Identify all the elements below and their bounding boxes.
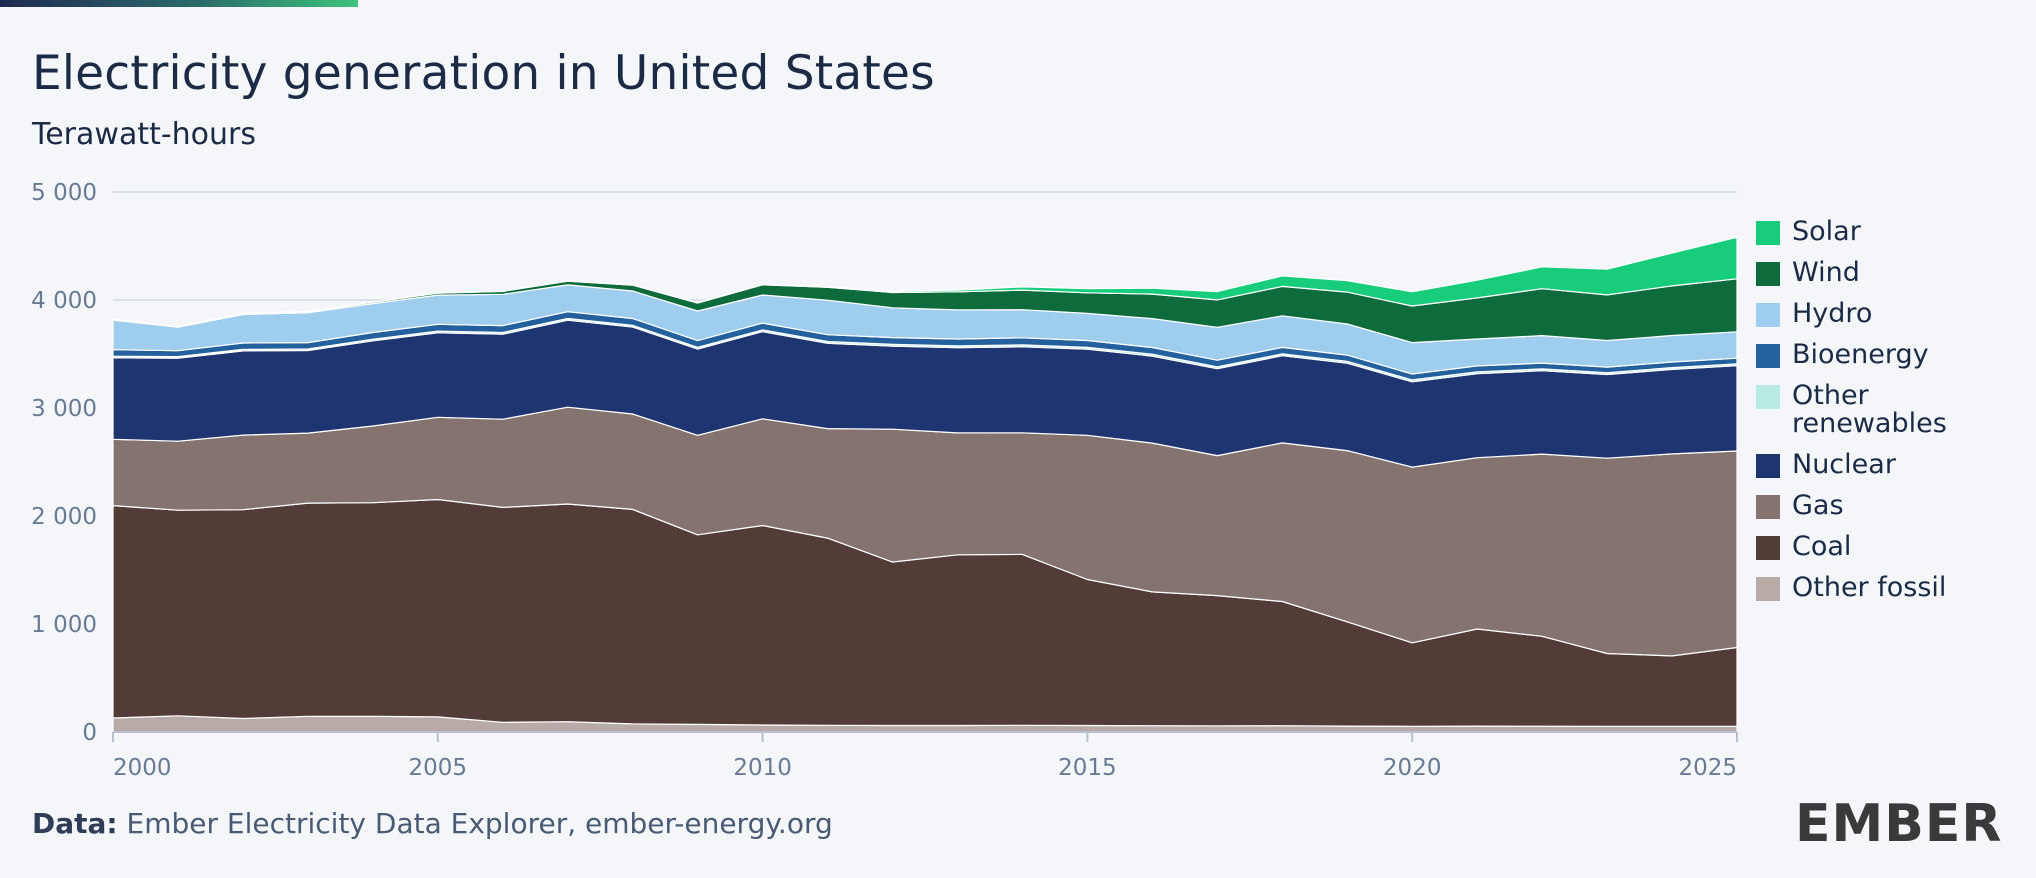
y-tick-label: 1 000	[31, 612, 97, 638]
legend-swatch	[1756, 344, 1780, 368]
x-tick-label: 2015	[1058, 755, 1117, 781]
legend-item-nuclear: Nuclear	[1756, 451, 2022, 479]
legend-label: Gas	[1792, 490, 1844, 521]
legend: Solar Wind Hydro Bioenergy Other renewables N…	[1756, 218, 2022, 615]
x-tick-label: 2010	[733, 755, 792, 781]
ember-logo-text: EMBER	[1795, 796, 2002, 848]
data-source-text: Ember Electricity Data Explorer, ember-e…	[126, 807, 833, 840]
y-tick-label: 4 000	[31, 288, 97, 314]
legend-swatch	[1756, 303, 1780, 327]
legend-swatch	[1756, 495, 1780, 519]
y-tick-label: 5 000	[31, 180, 97, 206]
legend-swatch	[1756, 385, 1780, 409]
y-tick-label: 3 000	[31, 396, 97, 422]
x-tick-label: 2000	[113, 755, 172, 781]
legend-label: Coal	[1792, 531, 1852, 562]
legend-label: Other fossil	[1792, 572, 1947, 603]
x-axis: 2000 2005 2010 2015 2020 2025	[112, 731, 1738, 781]
legend-label: Nuclear	[1792, 449, 1896, 480]
legend-item-wind: Wind	[1756, 259, 2022, 287]
ember-logo: EMBER	[1795, 796, 2002, 848]
legend-swatch	[1756, 536, 1780, 560]
x-tick-label: 2005	[409, 755, 468, 781]
chart-subtitle: Terawatt-hours	[32, 117, 257, 152]
legend-item-gas: Gas	[1756, 492, 2022, 520]
area-solar	[112, 236, 1738, 328]
legend-swatch	[1756, 577, 1780, 601]
x-tick-label: 2020	[1383, 755, 1442, 781]
x-tick-label: 2025	[1678, 755, 1737, 781]
legend-label: Solar	[1792, 216, 1861, 247]
legend-label: Other renewables	[1792, 380, 1947, 439]
legend-item-coal: Coal	[1756, 533, 2022, 561]
y-tick-label: 0	[82, 720, 97, 746]
legend-item-bioenergy: Bioenergy	[1756, 341, 2022, 369]
data-source: Data: Ember Electricity Data Explorer, e…	[32, 807, 833, 840]
legend-swatch	[1756, 221, 1780, 245]
legend-label: Wind	[1792, 257, 1860, 288]
top-accent-bar	[0, 0, 358, 7]
chart-title: Electricity generation in United States	[32, 46, 935, 101]
legend-label: Hydro	[1792, 298, 1873, 329]
area-series	[112, 236, 1738, 733]
y-axis: 0 1 000 2 000 3 000 4 000 5 000	[31, 180, 97, 746]
legend-item-other-renewables: Other renewables	[1756, 382, 2022, 438]
legend-swatch	[1756, 454, 1780, 478]
legend-item-other-fossil: Other fossil	[1756, 574, 2022, 602]
y-tick-label: 2 000	[31, 504, 97, 530]
data-source-label: Data:	[32, 807, 118, 840]
legend-item-hydro: Hydro	[1756, 300, 2022, 328]
legend-item-solar: Solar	[1756, 218, 2022, 246]
legend-label: Bioenergy	[1792, 339, 1929, 370]
legend-swatch	[1756, 262, 1780, 286]
